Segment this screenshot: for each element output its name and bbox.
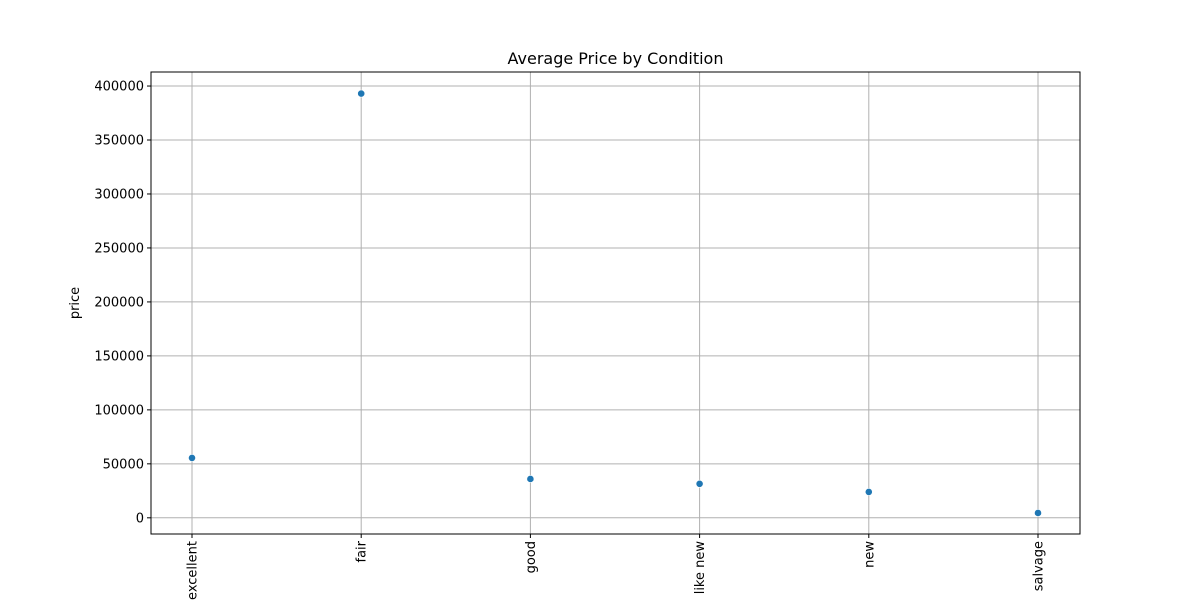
- y-tick-label: 0: [136, 511, 144, 526]
- x-tick-label: new: [862, 541, 877, 568]
- x-gridlines: [191, 72, 1039, 534]
- x-tick-label: salvage: [1032, 541, 1047, 591]
- x-tick-label: fair: [355, 540, 370, 562]
- x-tick-label: good: [524, 541, 539, 573]
- plot-frame: [150, 71, 1081, 535]
- y-tick-label: 250000: [94, 241, 144, 256]
- data-point-good: [526, 475, 535, 483]
- y-gridlines: [151, 85, 1080, 519]
- x-axis-ticks: excellent fair good like new new salvage: [186, 534, 1047, 600]
- chart-title: Average Price by Condition: [508, 49, 724, 68]
- data-point-new: [864, 488, 873, 496]
- y-axis-label: price: [68, 287, 83, 319]
- data-point-excellent: [188, 453, 196, 462]
- data-point-fair: [357, 89, 366, 98]
- y-tick-label: 350000: [94, 134, 144, 149]
- y-tick-label: 400000: [94, 80, 144, 95]
- y-tick-label: 150000: [94, 349, 144, 364]
- y-axis-ticks: 0 50000 100000 150000 200000 250000 300000 3500…: [94, 80, 151, 526]
- data-point-like-new: [695, 479, 704, 488]
- y-tick-label: 100000: [94, 403, 144, 418]
- y-tick-label: 50000: [103, 457, 144, 472]
- y-tick-label: 200000: [94, 295, 144, 310]
- x-tick-label: like new: [693, 541, 708, 595]
- x-tick-label: excellent: [186, 541, 201, 600]
- y-tick-label: 300000: [94, 187, 144, 202]
- data-points: [188, 89, 1042, 517]
- data-point-salvage: [1034, 509, 1042, 517]
